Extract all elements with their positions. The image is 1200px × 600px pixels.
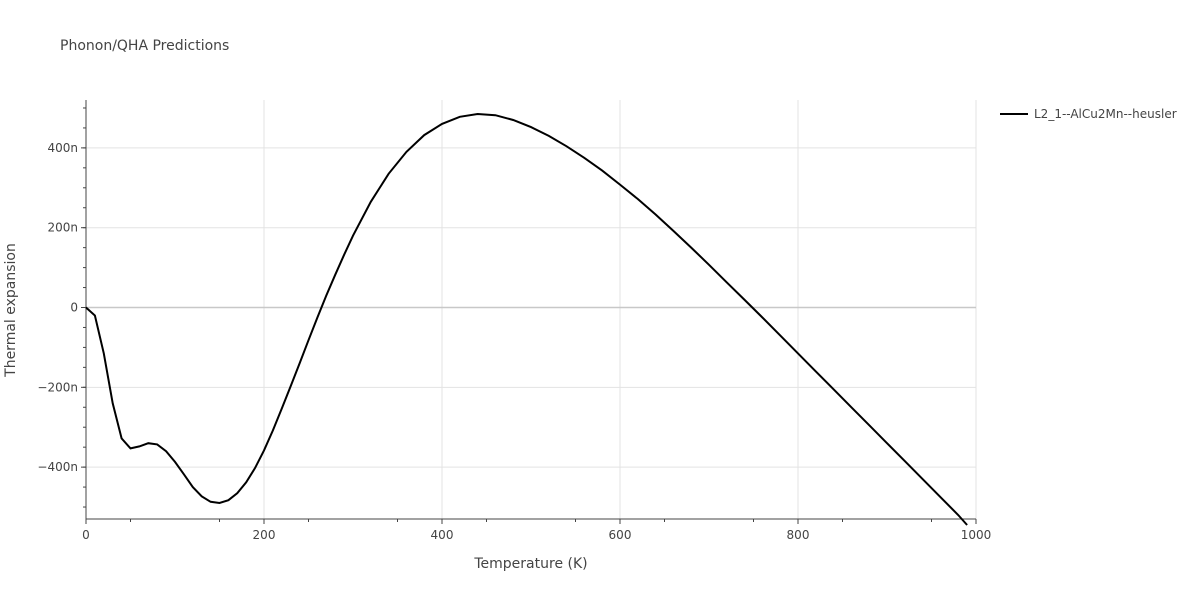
x-tick-label: 600 [609, 528, 632, 542]
y-tick-label: −200n [37, 380, 78, 394]
x-tick-label: 1000 [961, 528, 992, 542]
series-line [85, 112, 968, 526]
x-axis-title: Temperature (K) [473, 556, 587, 572]
y-tick-label: −400n [37, 460, 78, 474]
chart-title: Phonon/QHA Predictions [60, 38, 229, 54]
x-tick-label: 0 [82, 528, 90, 542]
y-tick-label: 200n [47, 221, 78, 235]
gridlines [86, 100, 977, 519]
legend-label: L2_1--AlCu2Mn--heusler [1034, 107, 1177, 121]
y-tick-label: 400n [47, 141, 78, 155]
x-tick-label: 800 [787, 528, 810, 542]
x-tick-label: 400 [431, 528, 454, 542]
x-tick-labels: 0 200 400 600 800 1000 [82, 528, 991, 542]
legend[interactable]: L2_1--AlCu2Mn--heusler [1000, 107, 1177, 121]
y-axis-title: Thermal expansion [3, 243, 19, 378]
axes [81, 100, 977, 524]
x-tick-label: 200 [253, 528, 276, 542]
y-tick-label: 0 [70, 301, 78, 315]
y-tick-labels: −400n −200n 0 200n 400n [37, 141, 78, 474]
